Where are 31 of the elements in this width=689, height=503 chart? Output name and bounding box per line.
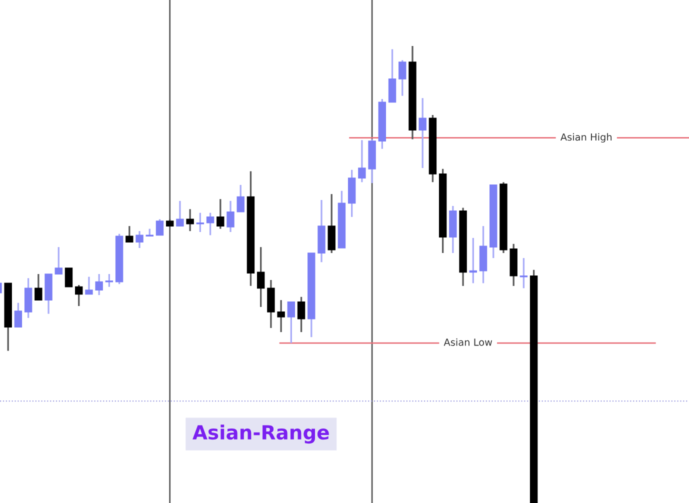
candlestick	[24, 277, 32, 319]
candlestick	[256, 246, 265, 308]
ref-line-label: Asian High	[560, 133, 612, 143]
candlestick	[136, 230, 144, 249]
candlestick	[85, 276, 93, 295]
candlestick	[297, 296, 306, 333]
candlestick	[226, 200, 234, 233]
candlestick	[34, 273, 42, 301]
candlestick	[418, 97, 426, 169]
candlestick	[287, 301, 296, 344]
candlestick	[398, 59, 406, 97]
annotation: Asian-Range	[192, 424, 329, 444]
candlestick	[75, 284, 83, 307]
candlestick	[216, 198, 224, 230]
candlestick	[64, 268, 73, 288]
candlestick	[156, 218, 164, 236]
candlestick	[277, 299, 285, 333]
ref-line-label: Asian Low	[444, 338, 492, 346]
candlestick	[328, 193, 336, 254]
candlestick	[176, 200, 184, 227]
candlestick	[126, 225, 134, 243]
candlestick	[469, 237, 478, 284]
candlestick	[54, 246, 62, 275]
candlestick	[186, 208, 194, 232]
candlestick	[267, 279, 275, 329]
candlestick	[388, 48, 396, 104]
candlestick	[358, 139, 366, 184]
candlestick	[14, 302, 22, 328]
candlestick	[206, 212, 214, 236]
candlestick	[236, 184, 244, 213]
candlestick	[95, 273, 103, 296]
